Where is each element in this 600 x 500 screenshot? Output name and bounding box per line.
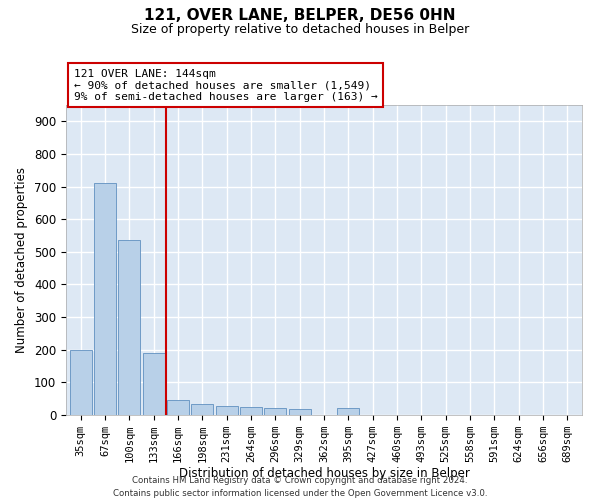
Text: 121, OVER LANE, BELPER, DE56 0HN: 121, OVER LANE, BELPER, DE56 0HN: [144, 8, 456, 22]
Bar: [167, 400, 189, 415]
Bar: [143, 353, 164, 415]
Text: 121 OVER LANE: 144sqm
← 90% of detached houses are smaller (1,549)
9% of semi-de: 121 OVER LANE: 144sqm ← 90% of detached …: [74, 68, 377, 102]
Bar: [240, 407, 262, 415]
Bar: [94, 184, 116, 415]
Text: Size of property relative to detached houses in Belper: Size of property relative to detached ho…: [131, 22, 469, 36]
Bar: [265, 408, 286, 415]
Bar: [337, 408, 359, 415]
Bar: [70, 350, 92, 415]
Bar: [118, 240, 140, 415]
Text: Contains HM Land Registry data © Crown copyright and database right 2024.
Contai: Contains HM Land Registry data © Crown c…: [113, 476, 487, 498]
Bar: [215, 406, 238, 415]
Bar: [289, 409, 311, 415]
Y-axis label: Number of detached properties: Number of detached properties: [16, 167, 28, 353]
Text: Distribution of detached houses by size in Belper: Distribution of detached houses by size …: [179, 467, 469, 480]
Bar: [191, 404, 213, 415]
